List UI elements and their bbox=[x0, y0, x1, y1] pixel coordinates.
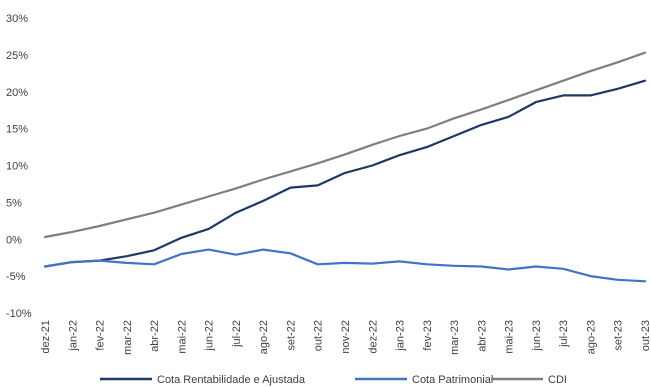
legend-label: Cota Patrimonial bbox=[412, 374, 493, 386]
x-tick-label: jan-23 bbox=[395, 320, 407, 352]
x-tick-label: ago-22 bbox=[258, 320, 270, 354]
legend-label: CDI bbox=[548, 374, 567, 386]
series-layer bbox=[43, 51, 647, 283]
legend: Cota Rentabilidade e Ajustada Cota Patrim… bbox=[100, 374, 567, 386]
x-tick-label: fev-23 bbox=[422, 320, 434, 351]
x-tick-label: abr-22 bbox=[149, 320, 161, 352]
x-tick-label: jul-23 bbox=[558, 320, 570, 348]
x-tick-label: ago-23 bbox=[585, 320, 597, 354]
y-tick-label: 5% bbox=[6, 197, 22, 209]
x-tick-label: fev-22 bbox=[95, 320, 107, 351]
y-tick-label: 30% bbox=[6, 13, 28, 25]
x-tick-label: set-23 bbox=[613, 320, 625, 351]
x-tick-label: mar-23 bbox=[449, 320, 461, 355]
x-tick-label: jun-22 bbox=[204, 320, 216, 352]
x-tick-label: mai-23 bbox=[504, 320, 516, 354]
x-tick-label: jan-22 bbox=[67, 320, 79, 352]
series-line-2 bbox=[43, 248, 647, 283]
x-tick-label: out-23 bbox=[640, 320, 651, 351]
x-tick-label: dez-21 bbox=[40, 320, 52, 354]
x-tick-label: out-22 bbox=[313, 320, 325, 351]
legend-label: Cota Rentabilidade e Ajustada bbox=[157, 374, 306, 386]
x-tick-label: jul-22 bbox=[231, 320, 243, 348]
y-tick-label: 10% bbox=[6, 161, 28, 173]
x-tick-label: nov-22 bbox=[340, 320, 352, 354]
x-tick-label: dez-22 bbox=[367, 320, 379, 354]
x-tick-label: mai-22 bbox=[176, 320, 188, 354]
x-tick-label: jun-23 bbox=[531, 320, 543, 352]
x-tick-label: set-22 bbox=[285, 320, 297, 351]
series-line-1 bbox=[43, 79, 647, 268]
x-tick-label: abr-23 bbox=[476, 320, 488, 352]
y-tick-label: 25% bbox=[6, 50, 28, 62]
x-tick-label: mar-22 bbox=[122, 320, 134, 355]
y-tick-label: 15% bbox=[6, 124, 28, 136]
y-tick-label: 0% bbox=[6, 234, 22, 246]
y-tick-label: 20% bbox=[6, 87, 28, 99]
y-tick-label: -5% bbox=[6, 271, 26, 283]
y-tick-label: -10% bbox=[6, 308, 32, 320]
x-axis: dez-21 jan-22 fev-22 mar-22 abr-22 mai-22 jun-… bbox=[40, 320, 651, 355]
series-line-3 bbox=[43, 51, 647, 239]
y-axis: -10% -5% 0% 5% 10% 15% 20% 25% 30% bbox=[6, 13, 32, 320]
